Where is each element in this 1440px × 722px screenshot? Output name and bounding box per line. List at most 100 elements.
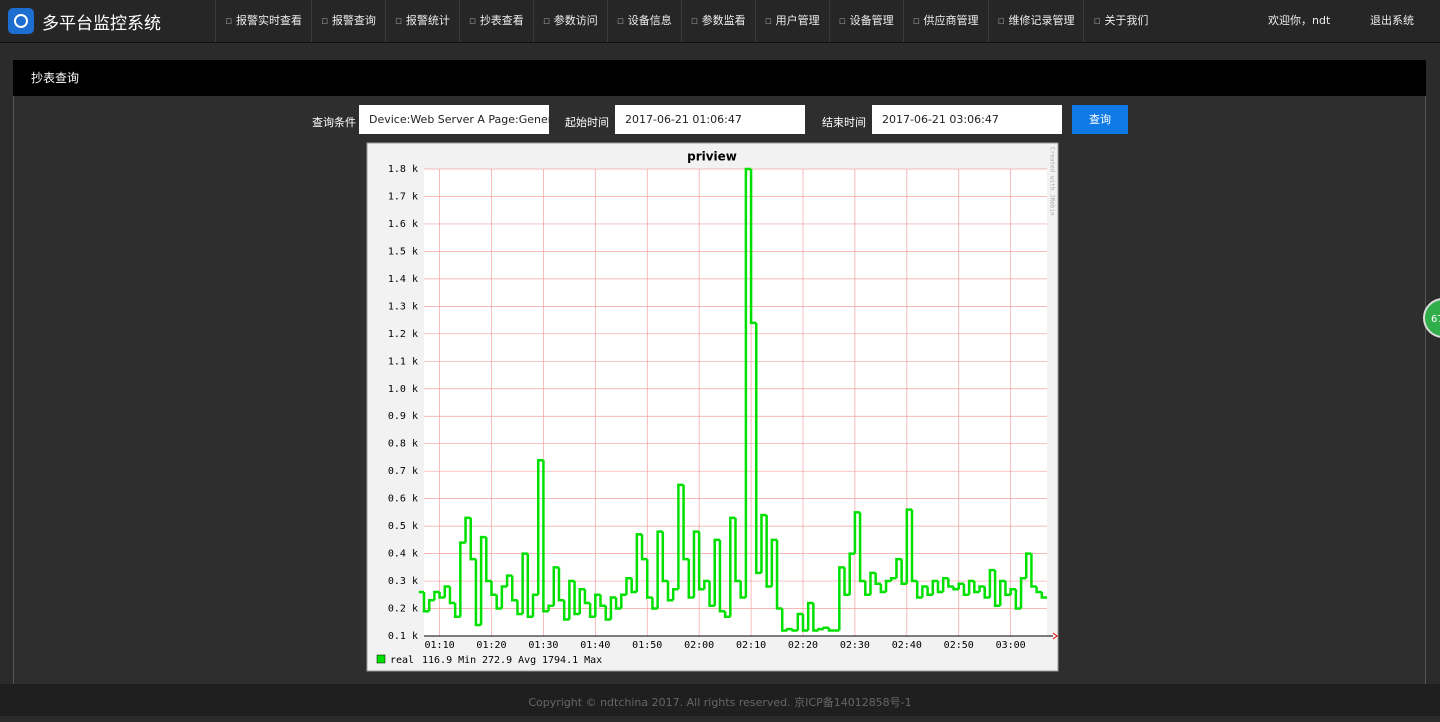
nav-item[interactable]: 报警实时查看 (215, 0, 311, 42)
line-step (495, 594, 502, 610)
line-step (775, 539, 783, 610)
x-tick-label: 02:50 (944, 640, 974, 651)
line-step (843, 567, 850, 597)
line-step (630, 578, 637, 594)
nav-item[interactable]: 关于我们 (1083, 0, 1157, 42)
nav-item[interactable]: 用户管理 (754, 0, 829, 42)
line-step (812, 603, 819, 632)
nav-item[interactable]: 设备信息 (606, 0, 681, 42)
line-step (422, 592, 430, 613)
line-step (599, 594, 606, 608)
line-step (931, 579, 938, 595)
line-step (614, 597, 622, 610)
x-tick-label: 03:00 (996, 640, 1026, 651)
nav-item[interactable]: 参数监看 (680, 0, 755, 42)
line-step (656, 530, 663, 609)
line-step (739, 581, 746, 599)
line-step (609, 596, 617, 620)
line-step (895, 557, 902, 579)
line-step (1019, 577, 1027, 609)
line-step (1004, 581, 1011, 597)
line-step (573, 581, 580, 616)
line-step (438, 592, 445, 599)
line-step (443, 585, 450, 598)
x-tick-label: 02:30 (840, 640, 870, 651)
nav-item[interactable]: 报警查询 (310, 0, 385, 42)
line-step (978, 585, 985, 593)
app-title: 多平台监控系统 (42, 14, 161, 34)
legend-stat: 272.9 Avg (482, 655, 536, 666)
condition-select[interactable]: Device:Web Server A Page:Gener (359, 105, 549, 134)
axis-arrow (1052, 632, 1058, 640)
query-button[interactable]: 查询 (1072, 105, 1128, 134)
logo[interactable] (8, 8, 34, 34)
line-step (744, 167, 752, 598)
line-step (703, 579, 710, 590)
line-step (526, 553, 534, 619)
nav-item[interactable]: 参数访问 (532, 0, 607, 42)
line-step (620, 593, 627, 609)
line-step (786, 627, 793, 631)
line-step (999, 579, 1006, 606)
line-step (1024, 552, 1032, 579)
line-step (760, 513, 767, 573)
line-step (521, 552, 528, 615)
nav-item[interactable]: 报警统计 (384, 0, 459, 42)
y-tick-label: 1.8 k (388, 164, 418, 175)
user-greeting[interactable]: 欢迎你，ndt (1268, 14, 1331, 27)
line-step (448, 586, 456, 605)
chart-title: priview (687, 150, 737, 164)
line-step (864, 581, 871, 597)
line-step (770, 538, 778, 587)
y-tick-label: 1.0 k (388, 384, 418, 395)
line-step (500, 585, 508, 609)
x-tick-label: 01:20 (476, 640, 506, 651)
line-step (625, 577, 632, 595)
logout[interactable]: 退出系统 (1370, 14, 1414, 27)
y-tick-label: 1.3 k (388, 301, 418, 312)
line-step (635, 533, 643, 593)
nav-item[interactable]: 供应商管理 (902, 0, 988, 42)
y-tick-label: 1.7 k (388, 191, 418, 202)
line-step (692, 530, 700, 598)
line-step (718, 539, 726, 613)
x-tick-label: 01:40 (580, 640, 610, 651)
line-step (583, 589, 591, 605)
header: 多平台监控系统 报警实时查看报警查询报警统计抄表查看参数访问设备信息参数监看用户… (0, 0, 1440, 43)
line-step (905, 508, 913, 584)
x-tick-label: 02:40 (892, 640, 922, 651)
y-tick-label: 1.4 k (388, 274, 418, 285)
line-step (801, 614, 809, 632)
nav-item[interactable]: 抄表查看 (458, 0, 533, 42)
line-step (542, 460, 549, 613)
line-step (557, 567, 565, 602)
legend-label: real (390, 655, 414, 666)
line-step (838, 566, 845, 631)
line-step (952, 586, 959, 591)
start-input[interactable]: 2017-06-21 01:06:47 (615, 105, 805, 134)
nav-item[interactable]: 设备管理 (828, 0, 903, 42)
line-step (531, 593, 539, 617)
y-tick-label: 1.5 k (388, 246, 418, 257)
line-step (511, 575, 518, 602)
line-step (749, 169, 757, 325)
line-step (827, 627, 835, 632)
line-step (869, 571, 876, 595)
line-step (562, 600, 570, 621)
line-step (505, 574, 513, 587)
line-step (858, 512, 866, 583)
line-step (780, 608, 788, 632)
nav-item[interactable]: 维修记录管理 (987, 0, 1084, 42)
line-step (604, 605, 611, 621)
end-input[interactable]: 2017-06-21 03:06:47 (872, 105, 1062, 134)
footer: Copyright © ndtchina 2017. All rights re… (0, 684, 1440, 716)
line-step (755, 322, 762, 575)
line-step (890, 577, 897, 582)
line-step (682, 484, 689, 561)
line-step (853, 511, 861, 554)
y-tick-label: 0.9 k (388, 411, 418, 422)
x-tick-label: 02:10 (736, 640, 766, 651)
x-tick-label: 01:10 (425, 640, 455, 651)
nav-bar: 报警实时查看报警查询报警统计抄表查看参数访问设备信息参数监看用户管理设备管理供应… (215, 0, 1157, 42)
